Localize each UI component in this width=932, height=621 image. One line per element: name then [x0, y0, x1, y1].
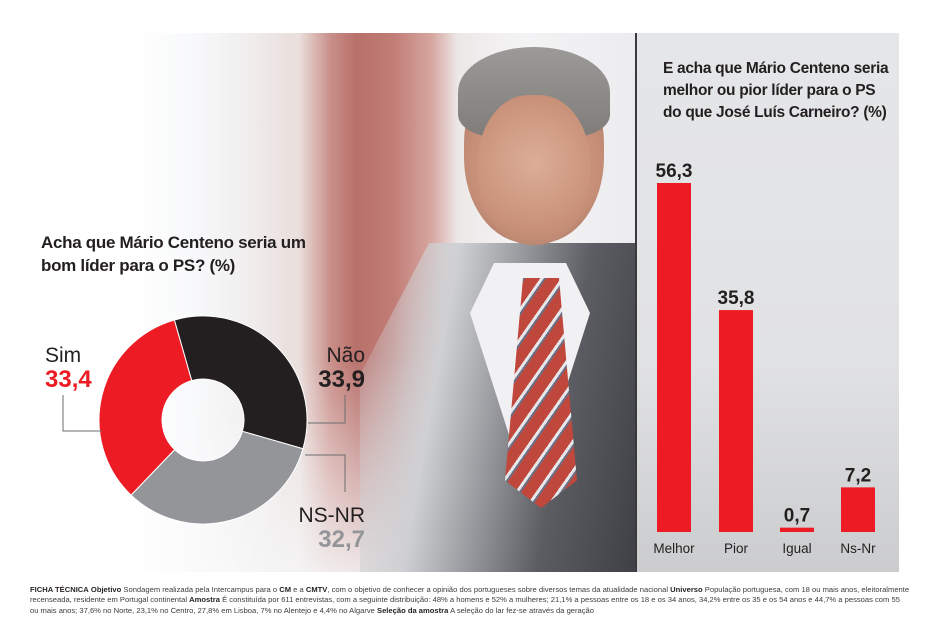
donut-label-nao: Não 33,9: [280, 345, 365, 392]
ficha-tecnica: FICHA TÉCNICA Objetivo Sondagem realizad…: [30, 585, 910, 616]
photo-mario-centeno: [0, 33, 636, 572]
donut-label-nsnr: NS-NR 32,7: [280, 504, 366, 553]
donut-slice-ns-nr: [130, 430, 304, 525]
donut-slice-sim: [98, 319, 193, 496]
ficha-objetivo-label: Objetivo: [90, 585, 122, 594]
donut-label-sim-name: Sim: [45, 344, 82, 367]
ficha-e-a: e a: [293, 585, 304, 594]
donut-slices: [98, 315, 308, 525]
ficha-objetivo-text-2: , com o objetivo de conhecer a opinião d…: [327, 585, 669, 594]
donut-chart-title: Acha que Mário Centeno seria um bom líde…: [41, 233, 306, 275]
ficha-objetivo-text-1: Sondagem realizada pela Intercampus para…: [123, 585, 278, 594]
ficha-cmtv: CMTV: [305, 585, 328, 594]
donut-label-nao-name: Não: [326, 344, 365, 367]
leader-line-nsnr: [305, 454, 346, 492]
ficha-selecao-text: A seleção do lar fez-se através da geraç…: [450, 605, 595, 615]
ficha-universo-text: População portuguesa, com 18 ou mais ano…: [30, 585, 910, 605]
bar-chart-title: E acha que Mário Centeno seria melhor ou…: [663, 60, 889, 121]
ficha-cm: CM: [279, 585, 292, 594]
donut-slice-n-o: [173, 315, 308, 450]
ficha-selecao-label: Seleção da amostra: [377, 605, 449, 615]
donut-label-sim: Sim 33,4: [45, 345, 92, 392]
donut-label-nsnr-name: NS-NR: [298, 504, 366, 527]
photo-face: [478, 95, 590, 245]
ficha-label: FICHA TÉCNICA: [30, 585, 89, 594]
donut-label-nao-value: 33,9: [318, 366, 365, 393]
ficha-universo-label: Universo: [670, 585, 703, 594]
donut-label-sim-value: 33,4: [45, 366, 92, 393]
leader-line-sim: [62, 395, 102, 432]
ficha-amostra-label: Amostra: [189, 595, 220, 605]
leader-line-nao: [308, 395, 346, 424]
donut-label-nsnr-value: 32,7: [318, 526, 365, 553]
ficha-amostra-text: É constituída por 611 entrevistas, com a…: [30, 595, 900, 615]
